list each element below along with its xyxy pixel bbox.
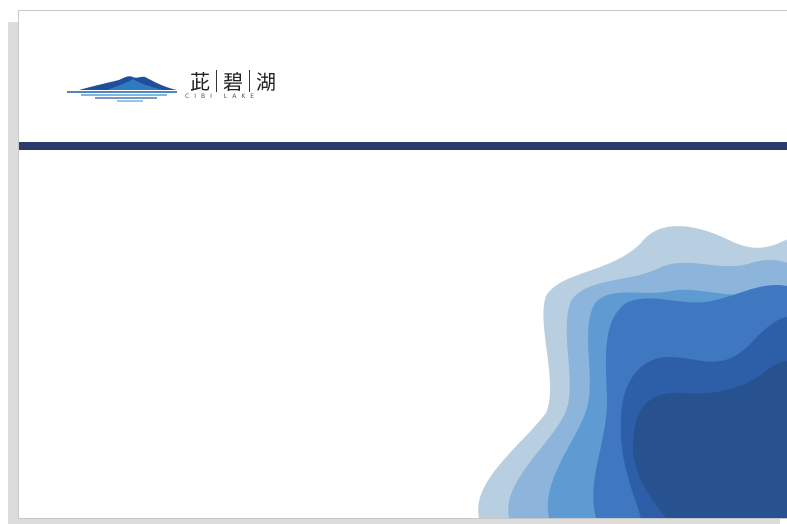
paper-waves	[478, 226, 787, 518]
logo-char: 茈	[190, 70, 210, 94]
page: 茈 碧 湖 CIBI LAKE	[18, 10, 787, 519]
header-bar	[19, 142, 787, 150]
separator	[216, 69, 217, 92]
logo-mountain	[67, 76, 177, 102]
logo: 茈 碧 湖 CIBI LAKE	[67, 63, 307, 103]
separator	[249, 69, 250, 92]
logo-char: 碧	[223, 70, 243, 94]
logo-char: 湖	[256, 70, 276, 94]
logo-name: 茈 碧 湖	[184, 66, 282, 95]
logo-subtitle: CIBI LAKE	[185, 93, 260, 100]
